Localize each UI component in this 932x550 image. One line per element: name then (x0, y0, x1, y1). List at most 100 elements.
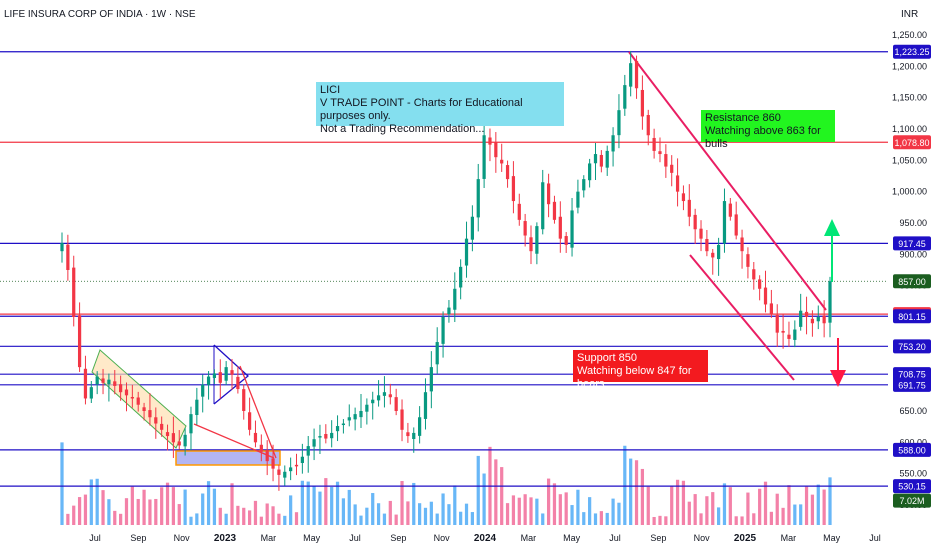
candle-body (130, 396, 134, 399)
candle-body (300, 456, 304, 464)
volume-bar (816, 484, 820, 525)
candle-body (734, 214, 738, 236)
volume-bar (541, 513, 545, 525)
candle-body (406, 432, 410, 437)
volume-bar (441, 493, 445, 525)
x-tick-label: 2024 (474, 533, 497, 544)
volume-bar (464, 503, 469, 525)
volume-bar (224, 513, 228, 525)
y-tick-label: 950.00 (899, 218, 927, 228)
volume-bar (529, 497, 533, 525)
x-tick-label: Jul (869, 533, 881, 543)
volume-bar (72, 505, 76, 525)
volume-bar (570, 505, 574, 525)
volume-bar (154, 498, 158, 525)
price-tag (893, 236, 931, 251)
volume-bar (335, 481, 340, 525)
candle-body (664, 154, 668, 167)
volume-bar (382, 513, 387, 525)
candle-body (154, 417, 158, 424)
volume-bar (265, 503, 269, 525)
candle-body (95, 376, 99, 385)
candle-body (482, 135, 486, 179)
volume-bar (593, 513, 598, 525)
candle-body (699, 228, 703, 239)
candle-body (412, 432, 416, 439)
candle-body (335, 426, 340, 432)
volume-bar (722, 483, 727, 525)
candle-body (148, 410, 152, 418)
decline-path (193, 423, 275, 459)
volume-bar (787, 485, 791, 525)
volume-bar (324, 478, 328, 525)
candle-body (640, 89, 645, 117)
price-tag-label: 1,078.80 (894, 138, 929, 148)
candle-body (740, 237, 744, 252)
volume-bar (681, 480, 686, 525)
x-tick-label: Sep (650, 533, 666, 543)
candle-body (822, 315, 826, 324)
currency-label: INR (901, 9, 919, 20)
y-tick-label: 1,150.00 (892, 93, 927, 103)
candle-body (294, 464, 299, 467)
candle-body (306, 446, 310, 456)
price-tag-label: 1,223.25 (894, 47, 929, 57)
volume-bar (629, 458, 633, 525)
volume-bar (142, 489, 146, 525)
volume-bar (66, 513, 70, 525)
volume-bar (218, 507, 222, 525)
volume-bar (511, 495, 516, 525)
info-note[interactable]: LICI V TRADE POINT - Charts for Educatio… (316, 82, 564, 135)
volume-bar (763, 481, 768, 525)
volume-bar (517, 497, 521, 525)
candle-body (781, 330, 785, 333)
volume-bar (347, 489, 351, 525)
price-tag (893, 442, 931, 457)
volume-bar (623, 445, 627, 525)
volume-bar (148, 499, 152, 525)
candle-body (470, 216, 474, 240)
resistance-note[interactable]: Resistance 860 Watching above 863 for bu… (701, 110, 835, 150)
x-tick-label: Nov (434, 533, 451, 543)
candle-body (816, 316, 820, 322)
volume-bar (453, 485, 457, 525)
x-tick-label: Sep (130, 533, 146, 543)
x-tick-label: May (303, 533, 321, 543)
volume-bar (582, 512, 586, 525)
volume-bar (828, 477, 832, 525)
candle-body (60, 243, 64, 252)
volume-bar (675, 479, 680, 525)
candles-layer (60, 50, 832, 491)
candle-body (271, 458, 275, 469)
volume-bar (447, 504, 451, 525)
candle-body (582, 179, 586, 191)
candle-body (523, 221, 527, 236)
volume-bar (658, 515, 662, 525)
volume-bar (804, 486, 809, 525)
up-arrow-icon (824, 219, 840, 282)
volume-bar (716, 507, 721, 525)
volume-bar (734, 516, 738, 525)
volume-bar (247, 510, 252, 525)
support-note[interactable]: Support 850 Watching below 847 for bears (573, 350, 708, 390)
volume-bar (171, 487, 176, 525)
demand-zone (175, 450, 281, 466)
candle-body (330, 432, 334, 439)
candle-body (617, 110, 621, 136)
candle-body (793, 329, 797, 340)
candle-body (494, 141, 498, 158)
price-tag (893, 44, 931, 59)
candle-body (453, 288, 457, 310)
candle-body (558, 216, 562, 239)
candle-body (687, 199, 691, 217)
candle-body (441, 316, 445, 344)
candle-body (247, 412, 252, 430)
candle-body (224, 367, 228, 381)
volume-bar (500, 467, 504, 525)
candle-body (212, 373, 217, 379)
volume-bar (558, 494, 562, 525)
volume-bar (271, 506, 275, 525)
volume-bar (728, 487, 732, 525)
candle-body (160, 423, 164, 430)
